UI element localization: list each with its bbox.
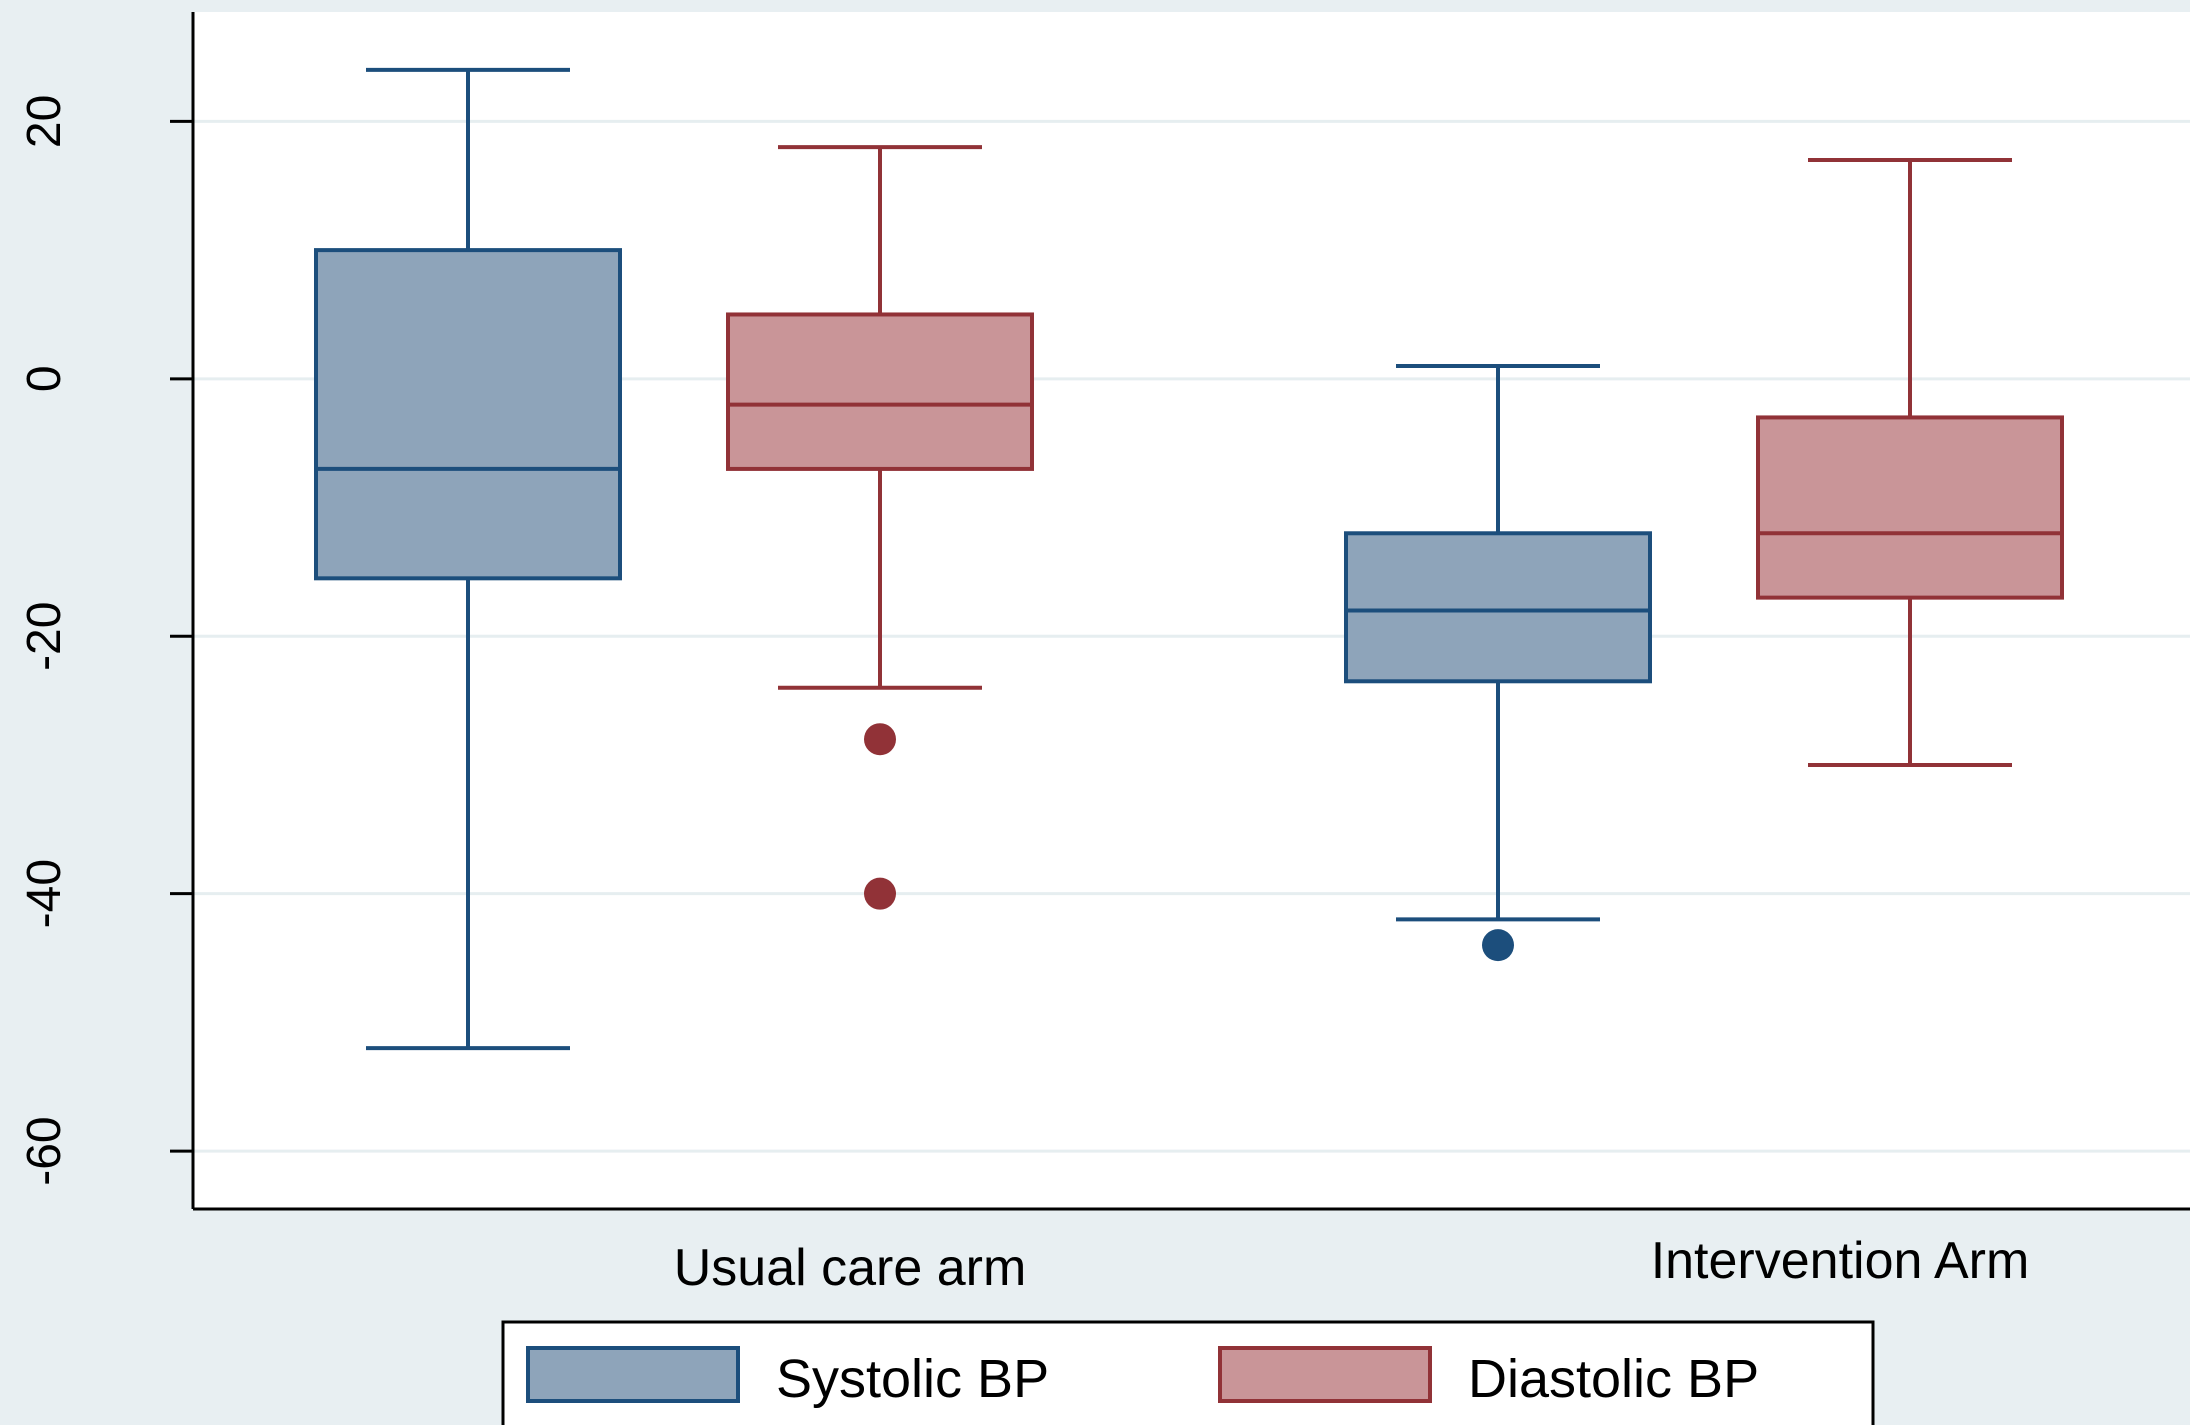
- iqr-box: [1344, 531, 1652, 684]
- y-tick-label: 20: [18, 95, 71, 148]
- y-tick-label: -20: [18, 602, 71, 671]
- iqr-box: [1756, 415, 2064, 600]
- y-tick-label: -60: [18, 1116, 71, 1185]
- legend-label-diastolic: Diastolic BP: [1468, 1349, 1759, 1409]
- legend-key-diastolic: [1218, 1346, 1432, 1403]
- x-category-label: Intervention Arm: [1651, 1232, 2030, 1290]
- box-systolic-usual-care: [314, 67, 622, 1051]
- legend: Systolic BP Diastolic BP: [501, 1320, 1875, 1425]
- plot-area: [193, 12, 2190, 1209]
- y-tick-label: -40: [18, 859, 71, 928]
- y-axis-ticks: 20 0 -20 -40 -60: [18, 95, 193, 1186]
- box-diastolic-usual-care: [726, 145, 1034, 910]
- x-axis-category-labels: Usual care arm Intervention Arm: [674, 1232, 2030, 1297]
- legend-label-systolic: Systolic BP: [776, 1349, 1049, 1409]
- box-diastolic-intervention: [1756, 158, 2064, 767]
- y-tick-label: 0: [18, 365, 71, 392]
- legend-key-systolic: [526, 1346, 740, 1403]
- outlier-point: [864, 877, 896, 910]
- box-systolic-intervention: [1344, 363, 1652, 962]
- box-series: [314, 67, 2064, 1051]
- outlier-point: [1482, 929, 1514, 962]
- iqr-box: [726, 312, 1034, 471]
- outlier-point: [864, 723, 896, 756]
- x-category-label: Usual care arm: [674, 1239, 1027, 1297]
- iqr-box: [314, 248, 622, 581]
